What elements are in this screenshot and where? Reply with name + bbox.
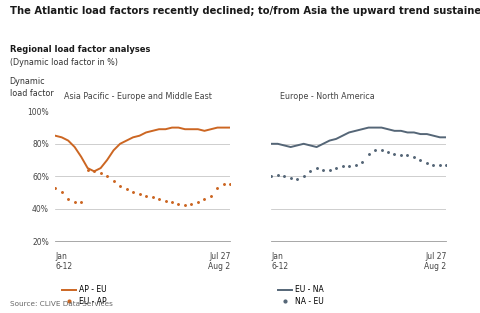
Text: Dynamic: Dynamic	[10, 77, 45, 86]
Legend: EU - NA, NA - EU: EU - NA, NA - EU	[275, 282, 327, 309]
Text: Asia Pacific - Europe and Middle East: Asia Pacific - Europe and Middle East	[64, 91, 212, 100]
Text: load factor: load factor	[10, 89, 53, 98]
Text: (Dynamic load factor in %): (Dynamic load factor in %)	[10, 58, 118, 67]
Text: The Atlantic load factors recently declined; to/from Asia the upward trend susta: The Atlantic load factors recently decli…	[10, 6, 480, 16]
Text: Jan
6-12: Jan 6-12	[55, 252, 72, 271]
Legend: AP - EU, EU - AP: AP - EU, EU - AP	[59, 282, 109, 309]
Text: Source: CLIVE Data Services: Source: CLIVE Data Services	[10, 301, 112, 307]
Text: Jul 27
Aug 2: Jul 27 Aug 2	[208, 252, 230, 271]
Text: Europe - North America: Europe - North America	[280, 91, 375, 100]
Text: Jan
6-12: Jan 6-12	[271, 252, 288, 271]
Text: Regional load factor analyses: Regional load factor analyses	[10, 45, 150, 54]
Text: Jul 27
Aug 2: Jul 27 Aug 2	[424, 252, 446, 271]
